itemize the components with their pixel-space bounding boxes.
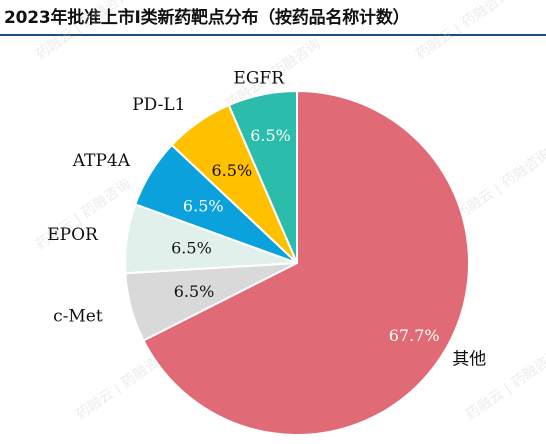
title-divider <box>0 34 546 36</box>
pie-value-label: 6.5% <box>212 161 253 180</box>
pie-value-label: 6.5% <box>183 196 224 215</box>
pie-value-label: 6.5% <box>174 282 215 301</box>
pie-value-label: 67.7% <box>389 326 440 345</box>
pie-value-label: 6.5% <box>171 239 212 258</box>
pie-category-label: EGFR <box>233 69 285 89</box>
chart-title: 2023年批准上市I类新药靶点分布（按药品名称计数） <box>4 8 410 28</box>
pie-category-label: EPOR <box>47 225 99 245</box>
pie-slice-egfr <box>227 89 298 264</box>
pie-labels: 67.7% 其他 6.5% c-Met 6.5% EPOR 6.5% ATP4A 6.5% PD-… <box>47 69 486 370</box>
watermark: 药融云 | 药融咨询 <box>453 146 546 223</box>
pie-category-label: 其他 <box>452 350 486 370</box>
pie-category-label: c-Met <box>53 306 103 326</box>
pie-value-label: 6.5% <box>250 126 291 145</box>
pie-category-label: PD-L1 <box>132 95 185 115</box>
pie-slice-- <box>142 89 470 436</box>
watermark: 药融云 | 药融咨询 <box>33 0 134 63</box>
pie-category-label: ATP4A <box>72 151 131 171</box>
pie-slices <box>124 89 470 436</box>
watermark: 药融云 | 药融咨询 <box>413 0 514 63</box>
